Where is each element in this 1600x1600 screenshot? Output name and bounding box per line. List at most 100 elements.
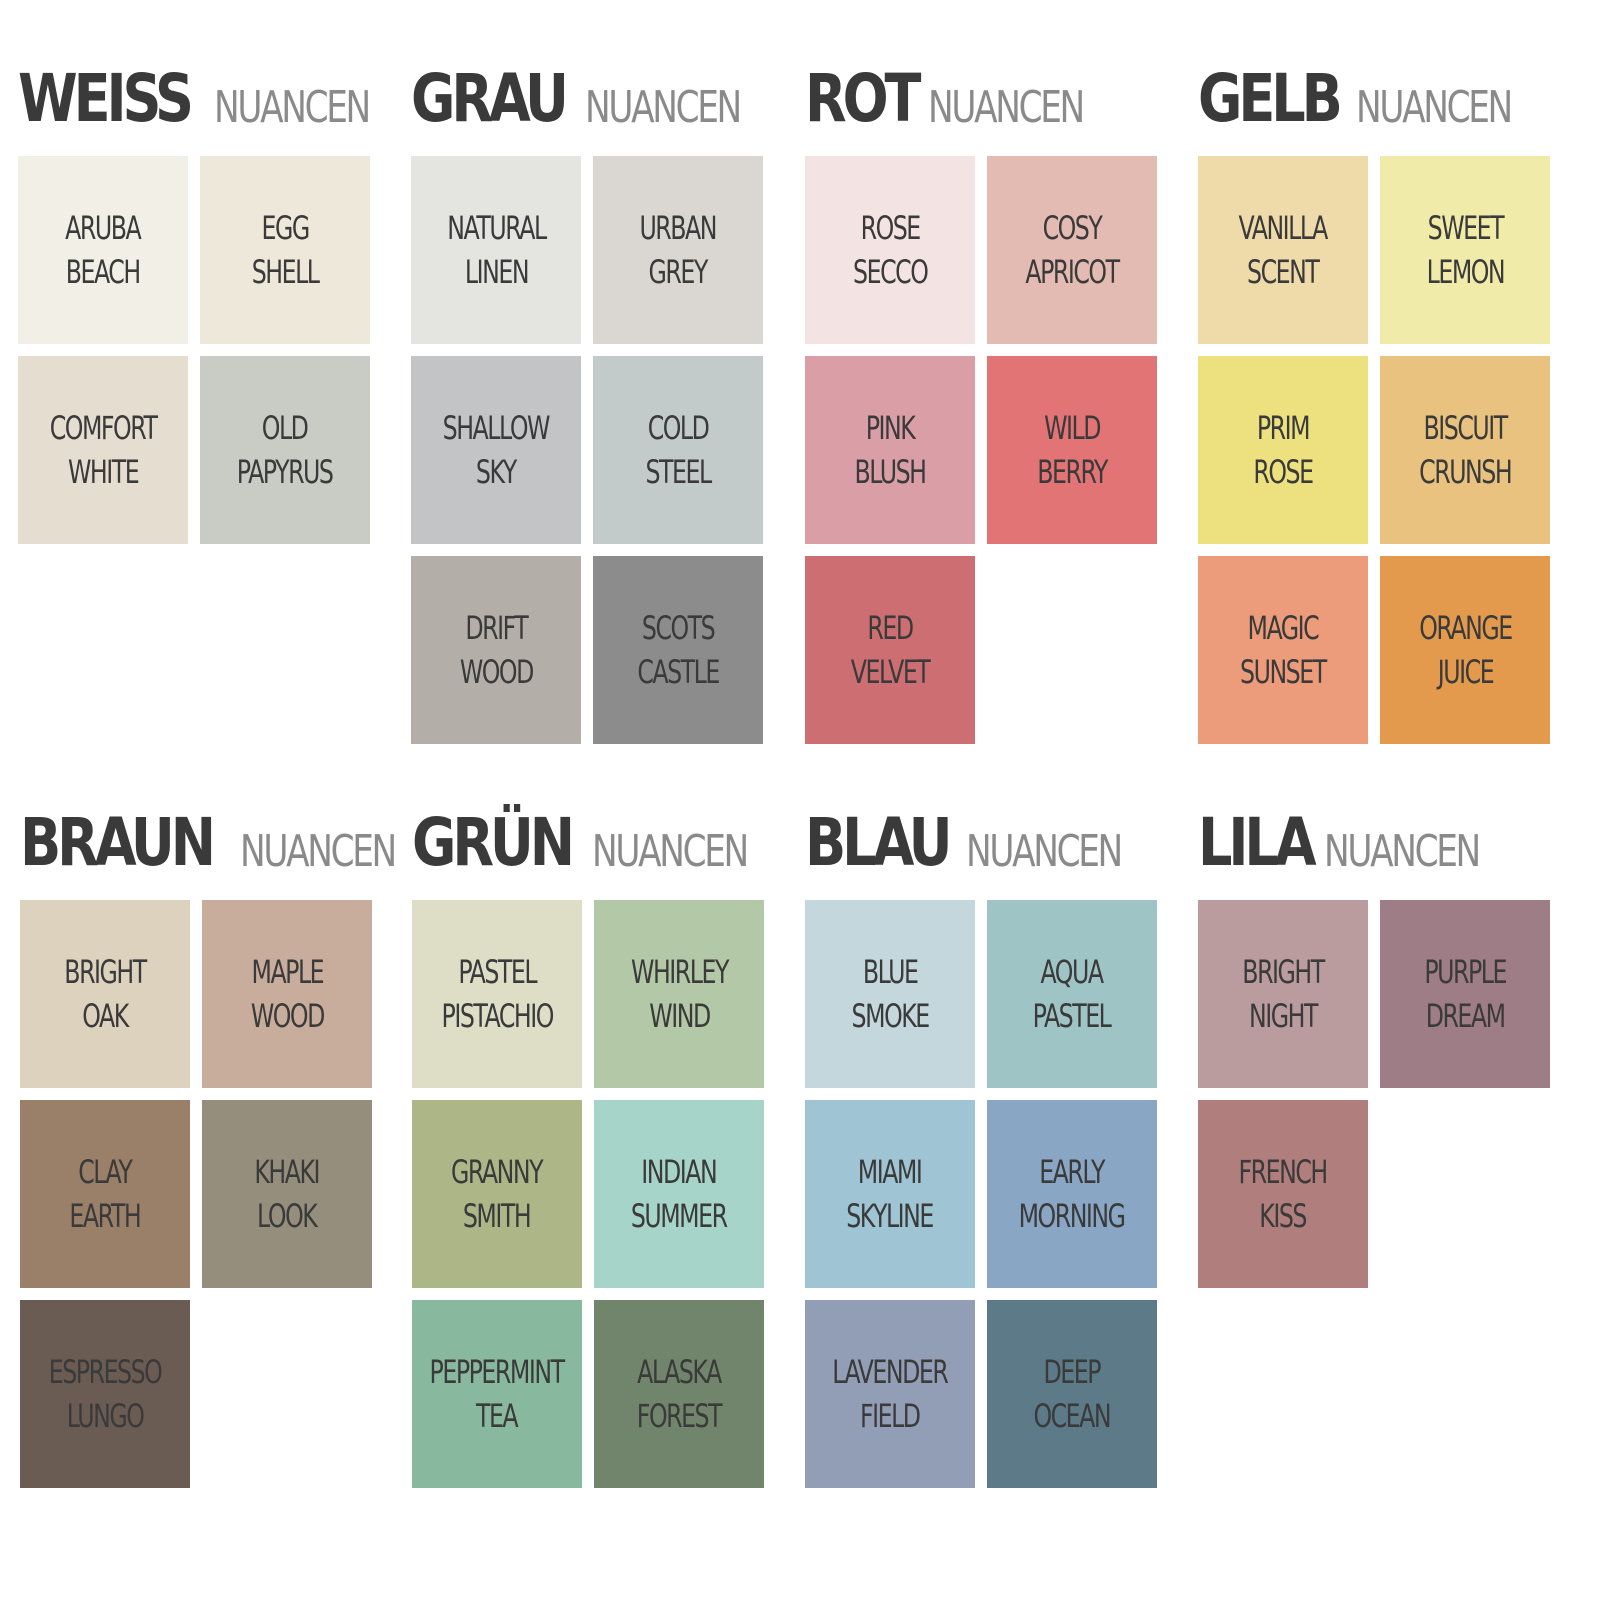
swatch-label: BRIGHT OAK [64,953,147,1035]
swatch-label: SCOTS CASTLE [637,609,720,691]
swatch-grid: PASTEL PISTACHIO WHIRLEY WIND GRANNY SMITH… [412,900,772,1488]
group-header: GRÜN NUANCEN [412,806,772,876]
swatch-label: COMFORT WHITE [49,409,158,491]
group-title: GRÜN [412,804,575,881]
color-swatch: LAVENDER FIELD [805,1300,975,1488]
group-subtitle: NUANCEN [1323,826,1481,877]
color-swatch: COSY APRICOT [987,156,1157,344]
swatch-label: COLD STEEL [645,409,712,491]
group-subtitle: NUANCEN [1355,82,1513,133]
group-title: GELB [1198,60,1343,137]
color-swatch: ROSE SECCO [805,156,975,344]
swatch-label: ESPRESSO LUNGO [48,1353,163,1435]
group-subtitle: NUANCEN [584,82,742,133]
color-swatch: BRIGHT NIGHT [1198,900,1368,1088]
group-rot: ROT NUANCEN ROSE SECCO COSY APRICOT PINK B… [805,62,1165,744]
swatch-label: AQUA PASTEL [1033,953,1112,1035]
swatch-label: NATURAL LINEN [446,209,547,291]
color-swatch: COLD STEEL [593,356,763,544]
swatch-label: MAGIC SUNSET [1240,609,1327,691]
color-swatch: KHAKI LOOK [202,1100,372,1288]
group-lila: LILA NUANCEN BRIGHT NIGHT PURPLE DREAM FRE… [1198,806,1558,1288]
color-swatch: PINK BLUSH [805,356,975,544]
color-swatch: SCOTS CASTLE [593,556,763,744]
swatch-label: EGG SHELL [251,209,320,291]
group-header: BRAUN NUANCEN [20,804,397,881]
group-title: BLAU [805,804,953,881]
swatch-label: BRIGHT NIGHT [1242,953,1325,1035]
color-swatch: ALASKA FOREST [594,1300,764,1488]
color-swatch: COMFORT WHITE [18,356,188,544]
group-subtitle: NUANCEN [591,826,749,877]
group-gruen: GRÜN NUANCEN PASTEL PISTACHIO WHIRLEY WIN… [412,806,772,1488]
swatch-label: PURPLE DREAM [1424,953,1507,1035]
color-swatch: INDIAN SUMMER [594,1100,764,1288]
color-swatch: MAPLE WOOD [202,900,372,1088]
group-header: WEISS NUANCEN [18,62,378,132]
color-swatch: RED VELVET [805,556,975,744]
group-title: BRAUN [20,804,216,881]
swatch-grid: BRIGHT NIGHT PURPLE DREAM FRENCH KISS [1198,900,1558,1288]
swatch-label: CLAY EARTH [69,1153,142,1235]
color-swatch: PRIM ROSE [1198,356,1368,544]
swatch-label: PEPPERMINT TEA [429,1353,565,1435]
swatch-label: MAPLE WOOD [250,953,324,1035]
color-swatch: ORANGE JUICE [1380,556,1550,744]
group-title: LILA [1198,804,1317,881]
swatch-label: BLUE SMOKE [851,953,930,1035]
color-swatch: BRIGHT OAK [20,900,190,1088]
swatch-label: EARLY MORNING [1019,1153,1126,1235]
group-grau: GRAU NUANCEN NATURAL LINEN URBAN GREY SHAL… [411,62,771,744]
swatch-label: PRIM ROSE [1253,409,1314,491]
color-swatch: ESPRESSO LUNGO [20,1300,190,1488]
color-swatch: BLUE SMOKE [805,900,975,1088]
group-header: BLAU NUANCEN [805,806,1165,876]
color-swatch: AQUA PASTEL [987,900,1157,1088]
swatch-label: COSY APRICOT [1025,209,1120,291]
swatch-grid: NATURAL LINEN URBAN GREY SHALLOW SKY COLD S… [411,156,771,744]
color-swatch: PURPLE DREAM [1380,900,1550,1088]
swatch-label: GRANNY SMITH [451,1153,544,1235]
swatch-grid: ARUBA BEACH EGG SHELL COMFORT WHITE OLD PAP… [18,156,378,544]
swatch-grid: VANILLA SCENT SWEET LEMON PRIM ROSE BISCUIT… [1198,156,1558,744]
swatch-label: OLD PAPYRUS [237,409,334,491]
swatch-label: ALASKA FOREST [636,1353,723,1435]
color-swatch: SHALLOW SKY [411,356,581,544]
color-swatch: GRANNY SMITH [412,1100,582,1288]
color-swatch: MIAMI SKYLINE [805,1100,975,1288]
swatch-label: PASTEL PISTACHIO [441,953,554,1035]
swatch-label: FRENCH KISS [1238,1153,1329,1235]
color-swatch: VANILLA SCENT [1198,156,1368,344]
group-subtitle: NUANCEN [240,826,397,877]
swatch-label: ORANGE JUICE [1418,609,1513,691]
swatch-label: LAVENDER FIELD [832,1353,949,1435]
swatch-label: ROSE SECCO [852,209,929,291]
group-braun: BRAUN NUANCEN BRIGHT OAK MAPLE WOOD CLAY E… [20,804,397,1488]
color-swatch: BISCUIT CRUNSH [1380,356,1550,544]
swatch-label: URBAN GREY [639,209,718,291]
color-swatch: SWEET LEMON [1380,156,1550,344]
group-header: GELB NUANCEN [1198,62,1558,132]
swatch-label: DRIFT WOOD [459,609,533,691]
color-swatch: DEEP OCEAN [987,1300,1157,1488]
group-title: WEISS [18,60,194,137]
color-swatch: WHIRLEY WIND [594,900,764,1088]
swatch-label: RED VELVET [850,609,931,691]
color-swatch: MAGIC SUNSET [1198,556,1368,744]
swatch-label: MIAMI SKYLINE [846,1153,935,1235]
group-header: GRAU NUANCEN [411,62,771,132]
color-swatch: NATURAL LINEN [411,156,581,344]
swatch-label: VANILLA SCENT [1238,209,1329,291]
color-swatch: PASTEL PISTACHIO [412,900,582,1088]
color-swatch: CLAY EARTH [20,1100,190,1288]
swatch-label: DEEP OCEAN [1033,1353,1112,1435]
swatch-label: WILD BERRY [1037,409,1108,491]
swatch-grid: BLUE SMOKE AQUA PASTEL MIAMI SKYLINE EARLY … [805,900,1165,1488]
color-swatch: EGG SHELL [200,156,370,344]
group-subtitle: NUANCEN [927,82,1085,133]
group-subtitle: NUANCEN [213,82,371,133]
swatch-label: INDIAN SUMMER [631,1153,728,1235]
color-swatch: DRIFT WOOD [411,556,581,744]
swatch-label: WHIRLEY WIND [630,953,729,1035]
color-swatch: URBAN GREY [593,156,763,344]
